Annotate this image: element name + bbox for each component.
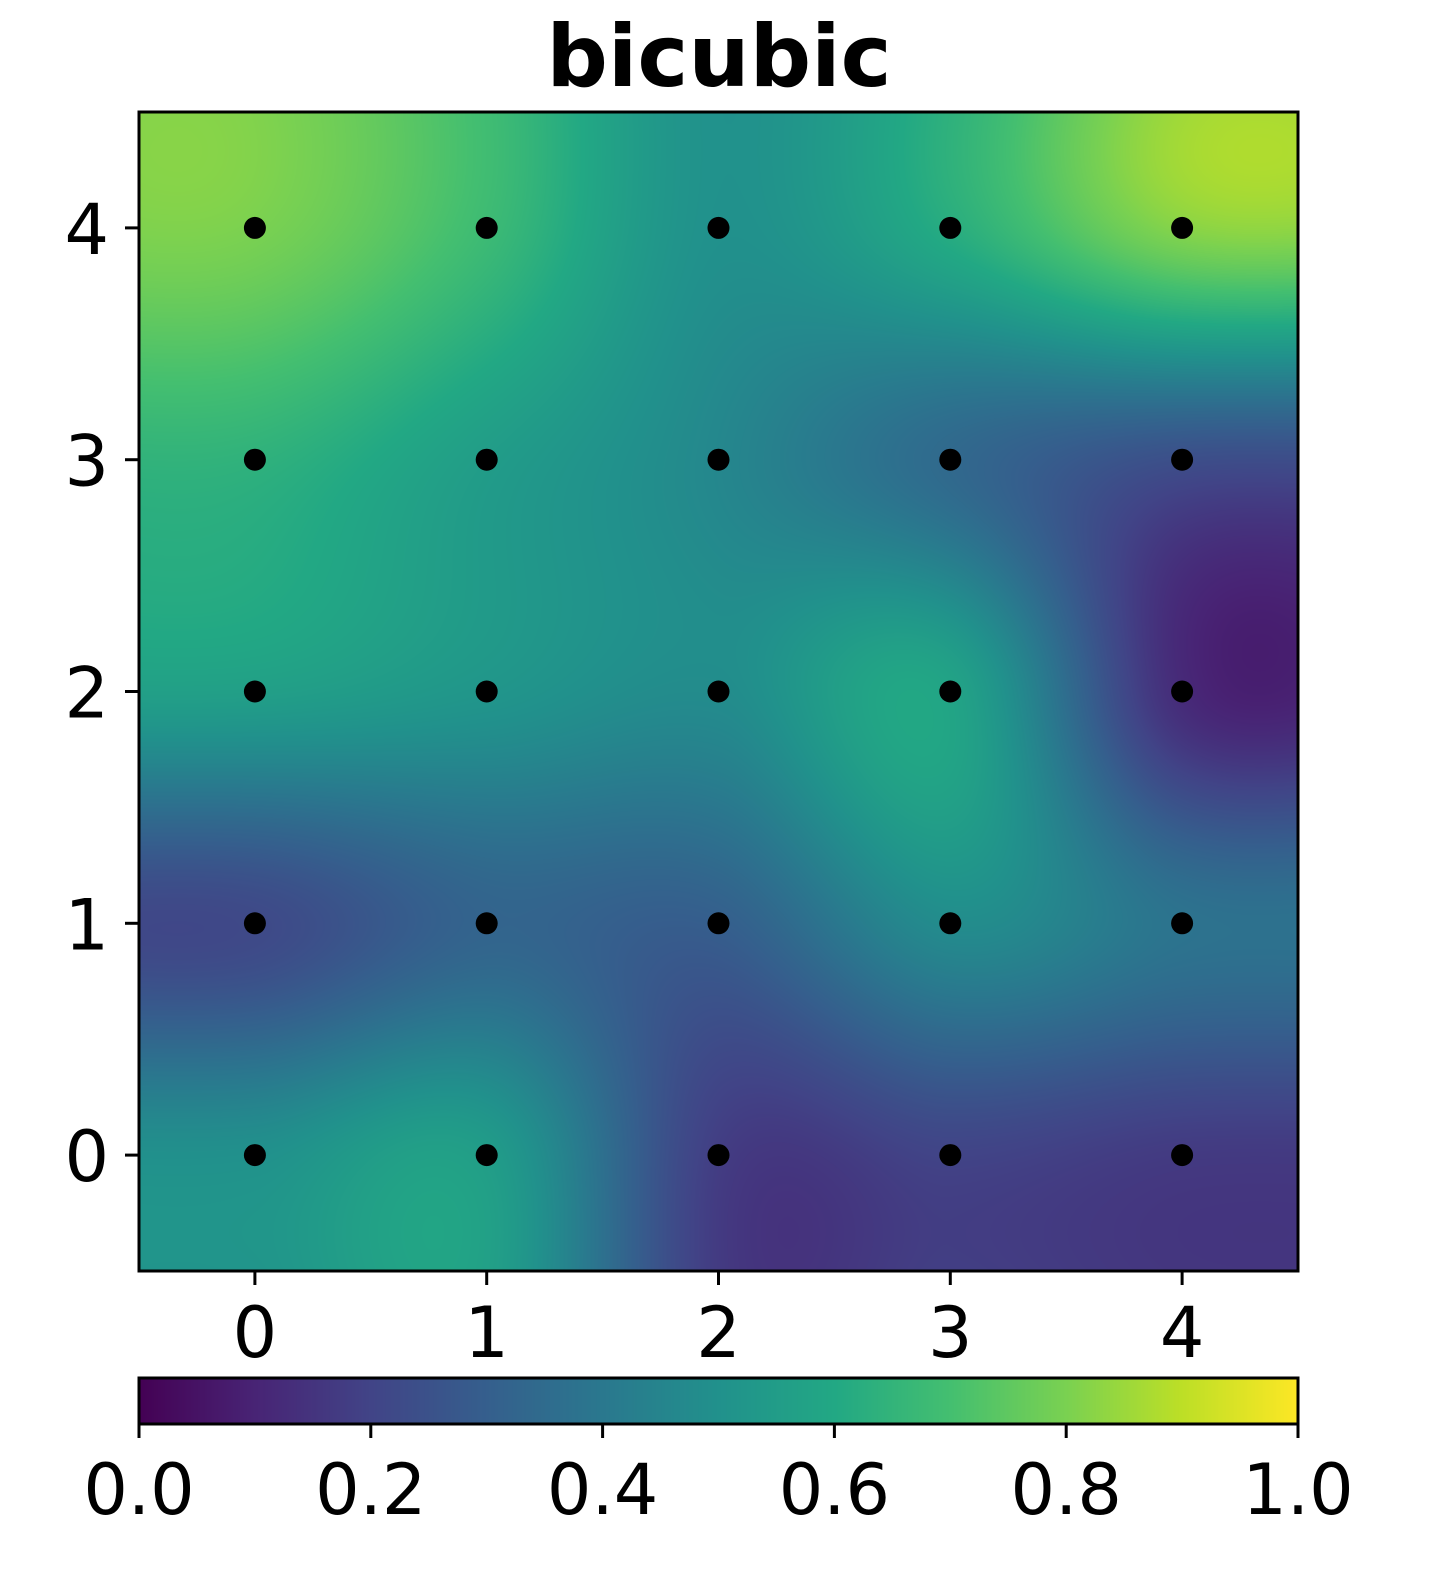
- grid-point: [1171, 216, 1194, 239]
- grid-point: [939, 912, 962, 935]
- colorbar-tick-label: 0.6: [779, 1449, 890, 1531]
- grid-point: [707, 680, 730, 703]
- colorbar-tick-label: 0.8: [1011, 1449, 1122, 1531]
- colorbar-tick-label: 0.4: [547, 1449, 658, 1531]
- grid-point: [475, 448, 498, 471]
- colorbar-tick-label: 1.0: [1242, 1449, 1353, 1531]
- grid-point: [243, 680, 266, 703]
- y-tick-label: 4: [64, 189, 109, 271]
- axes: 0 1 2 3 4 0 1 2 3 4: [64, 110, 1300, 1374]
- grid-point: [939, 448, 962, 471]
- grid-points: [243, 216, 1194, 1167]
- grid-point: [939, 1144, 962, 1167]
- grid-point: [707, 216, 730, 239]
- grid-point: [707, 448, 730, 471]
- x-tick-label: 3: [928, 1292, 973, 1374]
- colorbar-frame: [137, 1376, 1300, 1426]
- grid-point: [475, 1144, 498, 1167]
- grid-point: [707, 1144, 730, 1167]
- x-tick-label: 4: [1160, 1292, 1205, 1374]
- y-tick-label: 3: [64, 421, 109, 503]
- grid-point: [243, 1144, 266, 1167]
- colorbar-gradient: [139, 1378, 1298, 1424]
- colorbar: 0.0 0.2 0.4 0.6 0.8 1.0: [83, 1376, 1354, 1531]
- grid-point: [1171, 448, 1194, 471]
- grid-point: [243, 448, 266, 471]
- y-tick-label: 2: [64, 653, 109, 735]
- colorbar-tick-label: 0.0: [83, 1449, 194, 1531]
- grid-point: [1171, 680, 1194, 703]
- grid-point: [475, 912, 498, 935]
- grid-point: [939, 216, 962, 239]
- y-tick-label: 0: [64, 1116, 109, 1198]
- colorbar-tick-label: 0.2: [315, 1449, 426, 1531]
- grid-point: [1171, 1144, 1194, 1167]
- grid-point: [939, 680, 962, 703]
- grid-point: [475, 216, 498, 239]
- grid-point: [1171, 912, 1194, 935]
- chart-title: bicubic: [546, 7, 891, 107]
- y-tick-label: 1: [64, 884, 109, 966]
- x-tick-label: 2: [696, 1292, 741, 1374]
- grid-point: [475, 680, 498, 703]
- x-tick-label: 0: [233, 1292, 278, 1374]
- x-tick-label: 1: [464, 1292, 509, 1374]
- grid-point: [707, 912, 730, 935]
- grid-point: [243, 912, 266, 935]
- grid-point: [243, 216, 266, 239]
